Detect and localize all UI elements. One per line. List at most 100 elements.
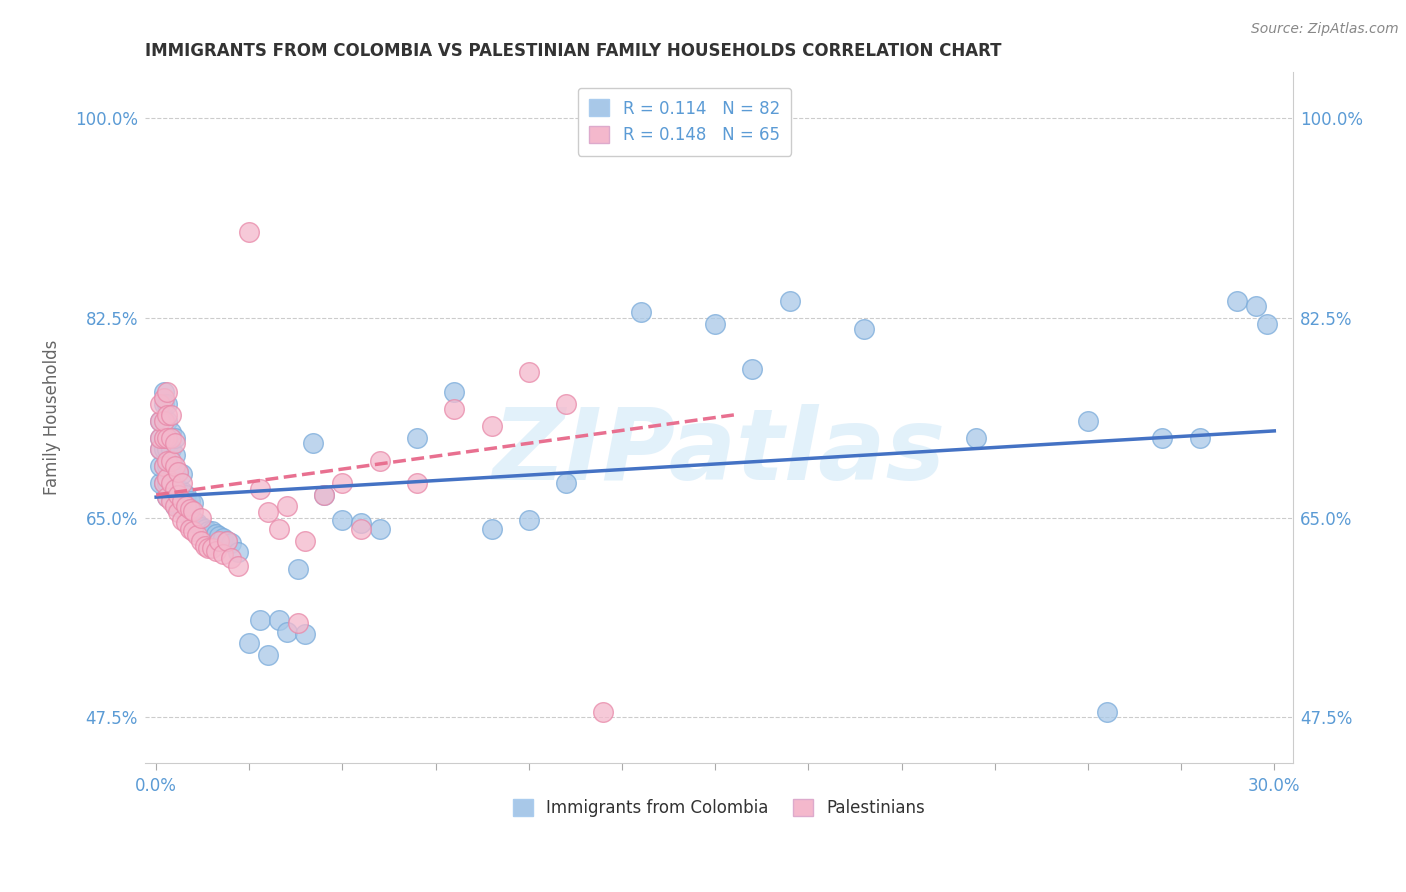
Point xyxy=(443,385,465,400)
Point xyxy=(152,459,174,474)
Point xyxy=(167,488,190,502)
Point xyxy=(208,529,231,543)
Point xyxy=(152,391,174,405)
Point xyxy=(152,431,174,445)
Point xyxy=(152,476,174,491)
Point xyxy=(1095,705,1118,719)
Point xyxy=(215,533,238,548)
Text: IMMIGRANTS FROM COLOMBIA VS PALESTINIAN FAMILY HOUSEHOLDS CORRELATION CHART: IMMIGRANTS FROM COLOMBIA VS PALESTINIAN … xyxy=(145,42,1001,60)
Point xyxy=(201,524,224,539)
Point xyxy=(350,516,373,531)
Point xyxy=(517,365,540,379)
Point xyxy=(555,476,578,491)
Point xyxy=(294,533,316,548)
Point xyxy=(179,522,201,536)
Point xyxy=(226,545,249,559)
Point xyxy=(156,459,179,474)
Point xyxy=(481,522,503,536)
Point xyxy=(156,431,179,445)
Point xyxy=(174,500,197,514)
Point xyxy=(172,513,194,527)
Point xyxy=(249,482,271,496)
Point xyxy=(965,431,987,445)
Point xyxy=(163,448,186,462)
Point xyxy=(167,482,190,496)
Point xyxy=(156,490,179,504)
Point xyxy=(160,476,183,491)
Legend: Immigrants from Colombia, Palestinians: Immigrants from Colombia, Palestinians xyxy=(506,792,932,824)
Point xyxy=(350,522,373,536)
Point xyxy=(226,558,249,573)
Point xyxy=(172,501,194,516)
Point xyxy=(197,541,219,556)
Point xyxy=(152,414,174,428)
Point xyxy=(443,402,465,417)
Point xyxy=(1244,300,1267,314)
Point xyxy=(174,505,197,519)
Point xyxy=(332,513,354,527)
Point xyxy=(704,317,727,331)
Point xyxy=(276,500,298,514)
Point xyxy=(312,488,335,502)
Point xyxy=(183,513,205,527)
Point xyxy=(160,442,183,457)
Point xyxy=(163,431,186,445)
Point xyxy=(149,431,172,445)
Point xyxy=(156,414,179,428)
Text: Source: ZipAtlas.com: Source: ZipAtlas.com xyxy=(1251,22,1399,37)
Point xyxy=(183,504,205,518)
Point xyxy=(174,516,197,531)
Point xyxy=(156,490,179,504)
Point xyxy=(269,522,291,536)
Point xyxy=(163,482,186,496)
Point xyxy=(160,493,183,508)
Point xyxy=(160,408,183,422)
Point xyxy=(179,493,201,508)
Point xyxy=(312,488,335,502)
Point xyxy=(215,533,238,548)
Point xyxy=(287,562,309,576)
Point xyxy=(149,459,172,474)
Point xyxy=(406,476,429,491)
Point xyxy=(481,419,503,434)
Point xyxy=(249,614,271,628)
Point xyxy=(201,541,224,556)
Point xyxy=(152,385,174,400)
Point xyxy=(1152,431,1174,445)
Point xyxy=(160,459,183,474)
Point xyxy=(163,459,186,474)
Point xyxy=(257,648,280,662)
Point xyxy=(172,493,194,508)
Point xyxy=(1256,317,1278,331)
Point xyxy=(160,490,183,504)
Point xyxy=(238,636,260,650)
Point xyxy=(186,516,208,531)
Point xyxy=(204,543,226,558)
Point xyxy=(152,396,174,410)
Point xyxy=(167,500,190,514)
Point xyxy=(160,425,183,439)
Point xyxy=(779,293,801,308)
Point xyxy=(179,501,201,516)
Point xyxy=(368,522,391,536)
Point xyxy=(152,476,174,491)
Point xyxy=(149,414,172,428)
Point xyxy=(630,305,652,319)
Point xyxy=(853,322,876,336)
Point xyxy=(163,465,186,479)
Point xyxy=(212,531,235,545)
Point xyxy=(149,396,172,410)
Point xyxy=(183,524,205,539)
Point xyxy=(149,442,172,457)
Point xyxy=(172,476,194,491)
Point xyxy=(276,624,298,639)
Point xyxy=(219,536,242,550)
Point xyxy=(555,396,578,410)
Point xyxy=(1226,293,1249,308)
Point xyxy=(186,528,208,542)
Point xyxy=(212,547,235,561)
Point xyxy=(190,533,212,548)
Point xyxy=(167,465,190,479)
Text: ZIPatlas: ZIPatlas xyxy=(492,404,945,500)
Point xyxy=(156,396,179,410)
